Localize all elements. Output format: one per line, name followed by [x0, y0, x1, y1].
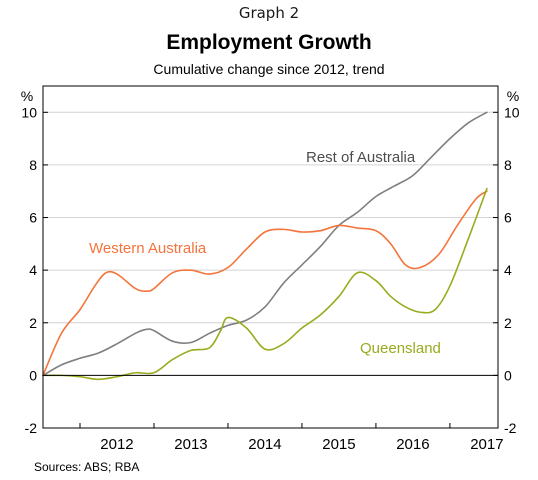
x-ticks: 2012 2013 2014 2015 2016 2017 — [79, 423, 504, 453]
y-tick-label-right: 4 — [504, 262, 512, 278]
y-tick-label-right: 6 — [504, 210, 512, 226]
x-tick-label: 2017 — [470, 436, 503, 453]
sources-note: Sources: ABS; RBA — [34, 460, 140, 474]
y-tick-label-right: 0 — [504, 367, 512, 383]
y-tick-label-left: 4 — [29, 262, 37, 278]
y-unit-left: % — [21, 88, 33, 104]
chart-subtitle: Cumulative change since 2012, trend — [153, 61, 385, 77]
x-tick-label: 2012 — [100, 436, 133, 453]
x-tick-label: 2016 — [396, 436, 429, 453]
y-tick-label-left: 2 — [29, 315, 37, 331]
series-line-western-australia — [42, 190, 488, 377]
annotation-rest-of-australia: Rest of Australia — [306, 149, 416, 166]
y-unit-right: % — [507, 88, 519, 104]
y-tick-label-right: -2 — [504, 420, 517, 436]
y-tick-label-left: 10 — [21, 104, 37, 120]
x-tick-label: 2013 — [174, 436, 207, 453]
annotation-western-australia: Western Australia — [89, 240, 207, 257]
y-tick-label-left: 0 — [29, 367, 37, 383]
graph-label: Graph 2 — [238, 4, 300, 22]
y-tick-label-left: 8 — [29, 157, 37, 173]
y-ticks: -2 -2 0 0 2 2 4 4 6 6 8 8 10 10 — [21, 104, 519, 436]
chart-title: Employment Growth — [166, 31, 372, 54]
x-tick-label: 2015 — [322, 436, 355, 453]
y-tick-label-right: 2 — [504, 315, 512, 331]
series-line-rest-of-australia — [42, 111, 488, 377]
y-tick-label-right: 8 — [504, 157, 512, 173]
plot-frame — [42, 85, 499, 429]
x-tick-label: 2014 — [248, 436, 281, 453]
y-tick-label-left: 6 — [29, 210, 37, 226]
annotation-queensland: Queensland — [360, 340, 441, 357]
y-tick-label-right: 10 — [504, 104, 520, 120]
y-tick-label-left: -2 — [25, 420, 38, 436]
